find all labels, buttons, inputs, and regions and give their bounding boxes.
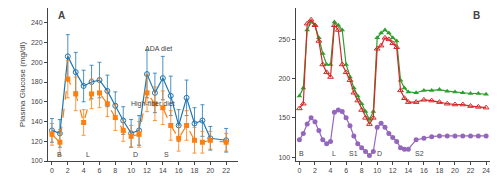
svg-text:16: 16 <box>175 167 183 174</box>
svg-text:B: B <box>57 151 62 158</box>
svg-text:12: 12 <box>389 167 397 174</box>
svg-text:High-fiber diet: High-fiber diet <box>131 100 175 108</box>
svg-text:0: 0 <box>50 167 54 174</box>
svg-text:L: L <box>332 150 336 157</box>
svg-text:2: 2 <box>313 167 317 174</box>
svg-text:8: 8 <box>360 167 364 174</box>
svg-text:200: 200 <box>278 75 290 82</box>
svg-text:18: 18 <box>191 167 199 174</box>
svg-text:B: B <box>299 150 304 157</box>
svg-text:14: 14 <box>159 167 167 174</box>
svg-text:220: 220 <box>31 39 43 46</box>
svg-text:22: 22 <box>467 167 475 174</box>
svg-text:S1: S1 <box>349 150 358 157</box>
svg-text:20: 20 <box>206 167 214 174</box>
svg-text:12: 12 <box>143 167 151 174</box>
svg-text:4: 4 <box>82 167 86 174</box>
svg-text:10: 10 <box>127 167 135 174</box>
svg-text:L: L <box>86 151 90 158</box>
svg-text:180: 180 <box>31 78 43 85</box>
svg-text:240: 240 <box>31 19 43 26</box>
svg-text:S: S <box>164 151 169 158</box>
svg-text:150: 150 <box>278 114 290 121</box>
svg-text:6: 6 <box>98 167 102 174</box>
svg-text:100: 100 <box>278 154 290 161</box>
svg-text:22: 22 <box>222 167 230 174</box>
svg-text:A: A <box>58 10 65 21</box>
svg-text:160: 160 <box>31 98 43 105</box>
svg-text:S2: S2 <box>415 150 424 157</box>
svg-text:0: 0 <box>297 167 301 174</box>
svg-text:20: 20 <box>451 167 459 174</box>
svg-text:10: 10 <box>373 167 381 174</box>
svg-text:2: 2 <box>66 167 70 174</box>
svg-text:16: 16 <box>420 167 428 174</box>
svg-text:100: 100 <box>31 157 43 164</box>
svg-text:140: 140 <box>31 118 43 125</box>
svg-text:4: 4 <box>329 167 333 174</box>
svg-text:200: 200 <box>31 59 43 66</box>
svg-text:250: 250 <box>278 36 290 43</box>
svg-text:Plasma Glucose (mg/dl): Plasma Glucose (mg/dl) <box>18 41 27 127</box>
svg-text:B: B <box>473 10 480 21</box>
svg-text:24: 24 <box>482 167 490 174</box>
svg-text:D: D <box>377 150 382 157</box>
svg-text:8: 8 <box>113 167 117 174</box>
svg-text:18: 18 <box>436 167 444 174</box>
svg-text:6: 6 <box>344 167 348 174</box>
svg-text:ADA diet: ADA diet <box>145 45 172 52</box>
svg-text:14: 14 <box>404 167 412 174</box>
svg-text:120: 120 <box>31 138 43 145</box>
svg-text:D: D <box>133 151 138 158</box>
